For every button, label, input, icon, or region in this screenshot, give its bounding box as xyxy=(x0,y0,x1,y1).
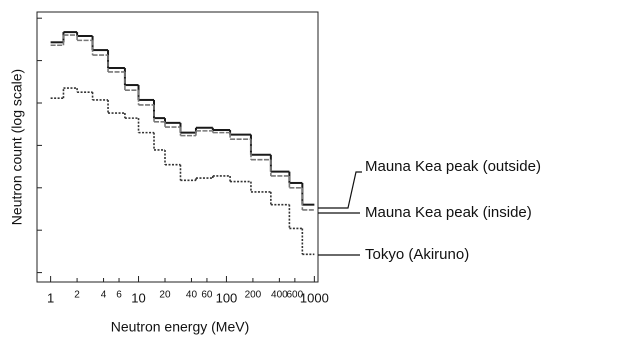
x-tick-label: 100 xyxy=(216,290,238,305)
x-tick-label: 40 xyxy=(186,290,198,301)
x-tick-label: 400 xyxy=(271,290,288,301)
x-tick-label: 1000 xyxy=(300,290,329,305)
x-tick-label: 20 xyxy=(159,290,171,301)
x-tick-label: 6 xyxy=(116,290,122,301)
x-tick-label: 10 xyxy=(131,290,145,305)
x-tick-label: 200 xyxy=(245,290,262,301)
x-tick-label: 4 xyxy=(101,290,107,301)
plot-frame xyxy=(36,11,319,283)
x-tick-label: 600 xyxy=(287,290,304,301)
annotation-leader xyxy=(318,171,362,209)
x-axis-label: Neutron energy (MeV) xyxy=(111,319,250,335)
series-label: Tokyo (Akiruno) xyxy=(365,246,469,263)
x-tick-label: 1 xyxy=(47,290,54,305)
series-label: Mauna Kea peak (inside) xyxy=(365,204,532,221)
y-axis-label: Neutron count (log scale) xyxy=(9,69,25,225)
x-tick-label: 2 xyxy=(74,290,80,301)
series-label: Mauna Kea peak (outside) xyxy=(365,158,541,175)
x-tick-label: 60 xyxy=(201,290,213,301)
